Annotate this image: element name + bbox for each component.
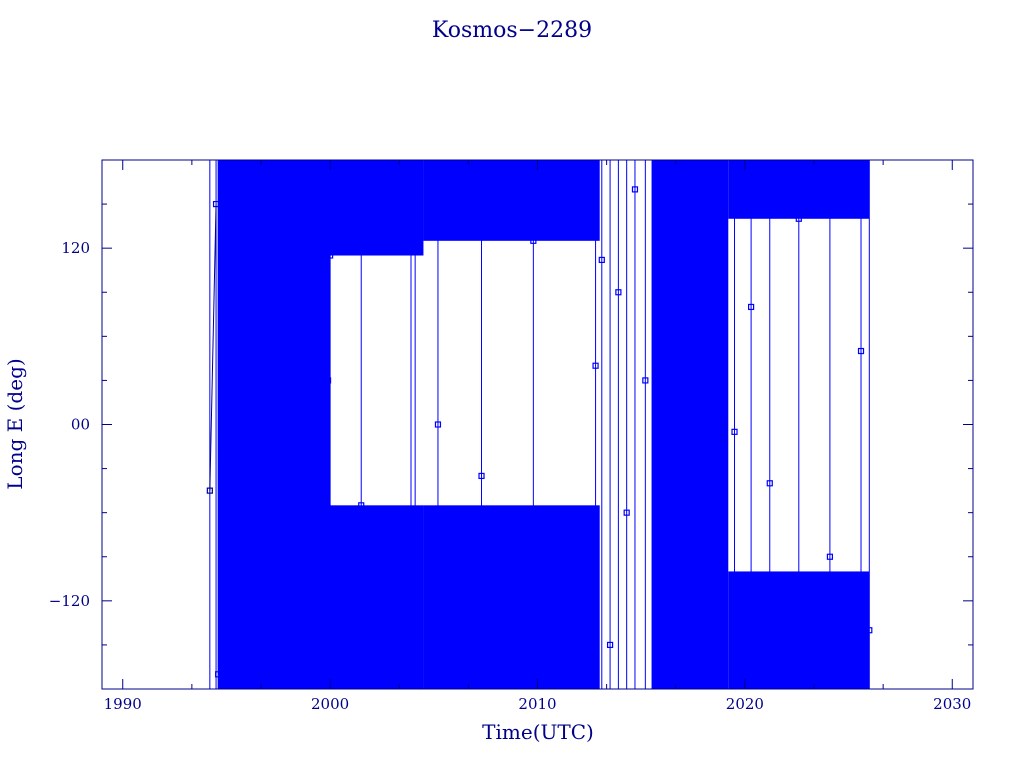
data-point [795,215,802,222]
coverage-band [423,160,600,241]
y-tick-label: 120 [61,239,90,257]
y-tick-label: −120 [49,592,90,610]
coverage-band [330,160,424,256]
ticks-layer: 1990 2000 2010 2020 2030 −120 00 120 [49,159,973,713]
data-point [598,256,605,264]
x-tick-label: 2030 [933,695,971,713]
coverage-band [423,505,600,689]
data-point [407,531,415,538]
y-axis-label: Long E (deg) [3,358,27,489]
data-point [631,186,639,193]
x-tick-label: 1990 [104,695,142,713]
data-point [478,472,485,480]
data-point [215,671,222,678]
x-tick-label: 2020 [726,695,764,713]
data-point [434,421,442,428]
data-point [412,164,419,171]
data-point [623,509,630,516]
data-point [731,428,738,435]
x-tick-label: 2010 [518,695,556,713]
data-point [857,347,865,355]
y-tick-label: 00 [71,416,90,434]
data-layer [206,160,873,689]
series-line [209,204,217,491]
coverage-band [330,505,424,689]
data-point [324,377,332,384]
x-tick-label: 2000 [311,695,349,713]
chart-title: Kosmos−2289 [432,18,592,43]
data-point [866,627,873,634]
x-axis-label: Time(UTC) [482,720,594,744]
coverage-band [651,160,729,689]
data-point [748,303,755,311]
data-point [358,502,365,509]
data-point [766,480,773,487]
data-point [606,641,614,649]
data-point [592,362,599,369]
data-point [327,252,334,259]
data-point [615,289,622,296]
data-point [675,568,682,575]
data-point [642,377,649,384]
data-point [530,237,537,244]
data-point [275,436,282,443]
coverage-band [218,160,331,689]
data-point [826,553,834,560]
